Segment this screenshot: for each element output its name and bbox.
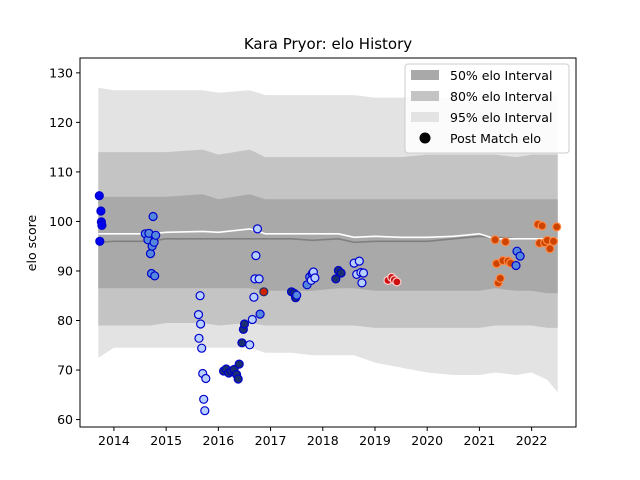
post-match-point bbox=[95, 236, 105, 246]
post-match-point bbox=[197, 343, 207, 353]
post-match-point bbox=[292, 290, 302, 300]
post-match-point bbox=[199, 394, 209, 404]
post-match-point bbox=[545, 244, 555, 254]
post-match-point bbox=[145, 249, 156, 259]
legend: 50% elo Interval 80% elo Interval 95% el… bbox=[404, 63, 570, 154]
post-match-point bbox=[354, 256, 364, 266]
post-match-point bbox=[247, 314, 257, 325]
x-tick-label: 2022 bbox=[516, 433, 548, 448]
post-match-points bbox=[94, 191, 562, 416]
post-match-point bbox=[245, 340, 255, 350]
legend-label-95: 95% elo Interval bbox=[450, 110, 552, 125]
x-axis-ticks: 2014 2015 2016 2017 2018 2019 2020 2021 2022 bbox=[98, 427, 548, 448]
post-match-point bbox=[548, 236, 559, 246]
post-match-point bbox=[336, 268, 346, 278]
post-match-point bbox=[252, 224, 263, 234]
post-match-point bbox=[254, 274, 264, 284]
post-match-point bbox=[200, 406, 210, 416]
post-match-point bbox=[94, 191, 104, 201]
post-match-point bbox=[552, 222, 562, 232]
y-tick-label: 120 bbox=[49, 115, 73, 130]
post-match-point bbox=[331, 274, 341, 284]
legend-swatch-95 bbox=[411, 112, 439, 122]
y-tick-label: 70 bbox=[57, 363, 73, 378]
x-tick-label: 2021 bbox=[464, 433, 496, 448]
post-match-point bbox=[148, 211, 158, 222]
post-match-point bbox=[310, 273, 320, 283]
post-match-point bbox=[237, 338, 247, 348]
x-tick-label: 2019 bbox=[359, 433, 391, 448]
chart-title: Kara Pryor: elo History bbox=[244, 35, 412, 53]
post-match-point bbox=[195, 291, 205, 301]
post-match-point bbox=[234, 359, 244, 369]
post-match-point bbox=[196, 319, 206, 329]
post-match-point bbox=[259, 287, 269, 297]
legend-label-50: 50% elo Interval bbox=[450, 68, 552, 83]
post-match-point bbox=[537, 221, 547, 231]
y-tick-label: 60 bbox=[57, 412, 73, 427]
post-match-point bbox=[201, 373, 211, 384]
y-tick-label: 90 bbox=[57, 263, 73, 278]
post-match-point bbox=[194, 333, 204, 343]
x-tick-label: 2014 bbox=[98, 433, 130, 448]
legend-swatch-80 bbox=[411, 91, 439, 101]
y-tick-label: 80 bbox=[57, 313, 73, 328]
post-match-point bbox=[511, 260, 521, 271]
y-axis-label: elo score bbox=[24, 215, 39, 272]
legend-swatch-50 bbox=[411, 70, 439, 80]
post-match-point bbox=[358, 268, 369, 278]
y-axis-ticks: 60 70 80 90 100 110 120 130 bbox=[49, 65, 80, 427]
post-match-point bbox=[495, 273, 505, 283]
post-match-point bbox=[500, 237, 511, 247]
x-tick-label: 2020 bbox=[411, 433, 443, 448]
legend-marker-post-match bbox=[419, 132, 431, 144]
post-match-point bbox=[233, 374, 243, 384]
x-tick-label: 2017 bbox=[255, 433, 287, 448]
post-match-point bbox=[193, 310, 204, 320]
x-tick-label: 2018 bbox=[307, 433, 339, 448]
post-match-point bbox=[97, 220, 107, 230]
plot-frame bbox=[79, 57, 577, 428]
y-tick-label: 130 bbox=[49, 65, 73, 80]
x-tick-label: 2016 bbox=[202, 433, 234, 448]
post-match-point bbox=[96, 206, 106, 216]
legend-box bbox=[404, 63, 570, 154]
y-tick-label: 110 bbox=[49, 164, 73, 179]
post-match-point bbox=[515, 251, 525, 261]
x-tick-label: 2015 bbox=[150, 433, 182, 448]
post-match-point bbox=[255, 309, 265, 319]
post-match-point bbox=[251, 251, 261, 261]
y-tick-label: 100 bbox=[49, 214, 73, 229]
legend-label-80: 80% elo Interval bbox=[450, 89, 552, 104]
post-match-point bbox=[239, 319, 250, 329]
post-match-point bbox=[249, 292, 259, 302]
legend-label-post-match: Post Match elo bbox=[450, 131, 541, 146]
band-50 bbox=[98, 194, 558, 294]
post-match-point bbox=[357, 278, 367, 288]
post-match-point bbox=[151, 230, 161, 240]
post-match-point bbox=[392, 277, 402, 287]
post-match-point bbox=[490, 235, 500, 245]
post-match-point bbox=[150, 271, 160, 281]
